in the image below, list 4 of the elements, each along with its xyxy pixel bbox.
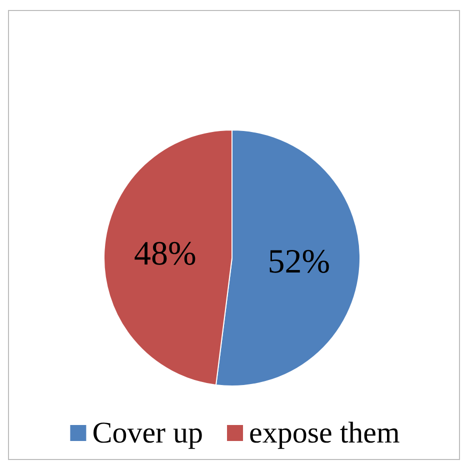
legend-label: expose them: [249, 416, 400, 450]
data-label: 48%: [134, 235, 196, 272]
legend-label: Cover up: [92, 416, 204, 450]
data-label: 52%: [268, 244, 330, 281]
